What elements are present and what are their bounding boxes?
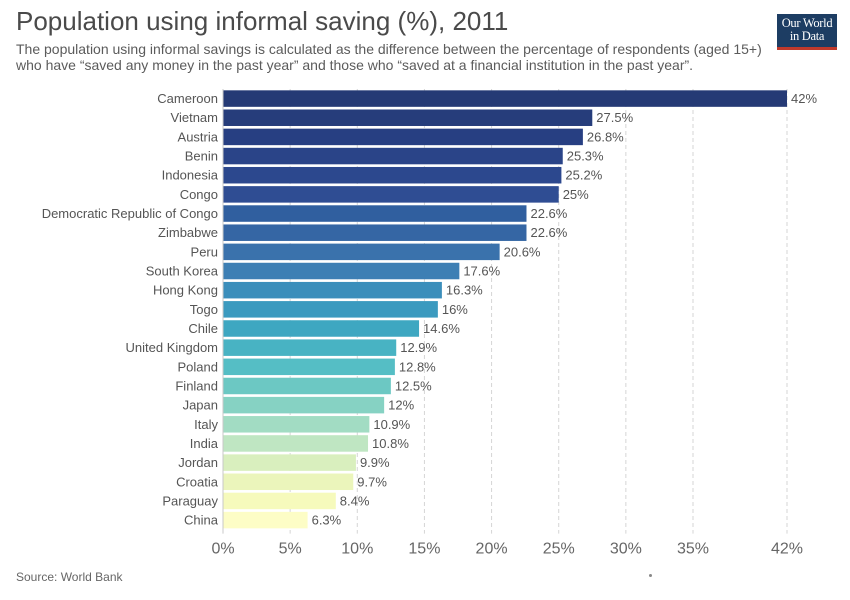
x-tick-label: 10%	[341, 541, 373, 558]
value-label: 26.8%	[587, 129, 624, 144]
value-label: 42%	[791, 91, 817, 106]
bar	[223, 416, 370, 433]
category-label: South Korea	[146, 264, 219, 279]
bar	[223, 454, 356, 471]
value-label: 27.5%	[596, 110, 633, 125]
x-tick-label: 35%	[677, 541, 709, 558]
bar	[223, 492, 336, 510]
value-label: 16.3%	[446, 283, 483, 298]
value-label: 20.6%	[504, 244, 541, 259]
bar	[223, 224, 527, 241]
value-label: 25.2%	[565, 168, 602, 183]
value-label: 9.7%	[357, 474, 387, 489]
chart-subtitle: The population using informal savings is…	[16, 41, 762, 73]
value-label: 12.9%	[400, 340, 437, 355]
category-label: Vietnam	[171, 110, 218, 125]
bar	[223, 473, 354, 491]
value-label: 10.9%	[373, 417, 410, 432]
x-tick-label: 30%	[610, 541, 642, 558]
x-tick-label: 42%	[771, 541, 803, 558]
category-label: United Kingdom	[126, 340, 219, 355]
value-label: 6.3%	[312, 513, 342, 528]
category-label: Chile	[188, 321, 218, 336]
value-label: 9.9%	[360, 455, 390, 470]
bar	[223, 281, 442, 299]
bar	[223, 262, 460, 280]
bar	[223, 243, 500, 261]
x-tick-label: 15%	[408, 541, 440, 558]
category-label: Austria	[178, 129, 219, 144]
value-label: 17.6%	[463, 264, 500, 279]
category-label: Peru	[191, 244, 218, 259]
bar	[223, 339, 397, 356]
category-label: Japan	[183, 398, 218, 413]
x-tick-label: 5%	[279, 541, 302, 558]
category-label: Democratic Republic of Congo	[42, 206, 218, 221]
category-label: Croatia	[176, 474, 219, 489]
bar	[223, 186, 559, 203]
value-label: 12.8%	[399, 359, 436, 374]
bar	[223, 128, 583, 146]
bar	[223, 90, 787, 107]
logo-line-1: Our World	[781, 16, 833, 30]
bar	[223, 320, 420, 337]
bar	[223, 511, 308, 529]
logo-line-2: in Data	[789, 29, 825, 43]
bar	[223, 166, 562, 184]
category-label: Paraguay	[162, 493, 218, 508]
source-note: Source: World Bank	[16, 570, 123, 584]
value-label: 16%	[442, 302, 468, 317]
category-label: Hong Kong	[153, 283, 218, 298]
x-tick-label: 20%	[476, 541, 508, 558]
bar	[223, 205, 527, 222]
value-label: 25.3%	[567, 149, 604, 164]
category-label: India	[190, 436, 219, 451]
footer-dot	[649, 574, 652, 577]
bar	[223, 147, 563, 165]
bar	[223, 377, 391, 395]
bar	[223, 301, 438, 318]
category-label: Finland	[175, 378, 218, 393]
category-label: China	[184, 513, 219, 528]
value-label: 12.5%	[395, 378, 432, 393]
category-label: Benin	[185, 149, 218, 164]
bar	[223, 358, 395, 376]
category-label: Cameroon	[157, 91, 218, 106]
x-tick-label: 0%	[211, 541, 234, 558]
category-label: Poland	[178, 359, 218, 374]
x-tick-label: 25%	[543, 541, 575, 558]
bar	[223, 109, 593, 126]
value-label: 10.8%	[372, 436, 409, 451]
value-label: 22.6%	[530, 225, 567, 240]
owid-logo[interactable]: Our World in Data	[777, 14, 837, 50]
chart-title: Population using informal saving (%), 20…	[16, 6, 509, 36]
value-label: 25%	[563, 187, 589, 202]
bar	[223, 435, 369, 452]
value-label: 8.4%	[340, 493, 370, 508]
value-label: 22.6%	[530, 206, 567, 221]
category-label: Italy	[194, 417, 218, 432]
category-label: Jordan	[178, 455, 218, 470]
category-label: Togo	[190, 302, 218, 317]
value-label: 12%	[388, 398, 414, 413]
category-label: Zimbabwe	[158, 225, 218, 240]
category-label: Indonesia	[162, 168, 219, 183]
bar	[223, 396, 385, 414]
category-label: Congo	[180, 187, 218, 202]
value-label: 14.6%	[423, 321, 460, 336]
